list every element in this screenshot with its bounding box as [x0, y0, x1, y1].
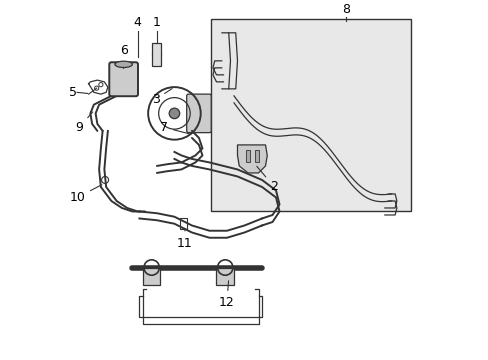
FancyBboxPatch shape — [109, 62, 138, 96]
Text: 7: 7 — [160, 121, 189, 134]
Circle shape — [169, 108, 179, 119]
Text: 2: 2 — [256, 166, 278, 193]
Text: 5: 5 — [69, 86, 77, 99]
Polygon shape — [237, 145, 267, 173]
Ellipse shape — [115, 61, 132, 67]
Text: 9: 9 — [75, 112, 93, 134]
Text: 3: 3 — [151, 89, 172, 106]
Text: 4: 4 — [133, 16, 142, 29]
Bar — [151, 43, 161, 66]
Bar — [254, 150, 259, 162]
Text: 11: 11 — [177, 228, 192, 249]
Text: 8: 8 — [342, 3, 349, 16]
Text: 12: 12 — [219, 281, 234, 309]
Bar — [246, 150, 250, 162]
Text: 10: 10 — [69, 185, 102, 204]
Bar — [179, 218, 187, 229]
Bar — [216, 267, 234, 285]
Text: 6: 6 — [120, 44, 127, 68]
Bar — [211, 19, 410, 211]
FancyBboxPatch shape — [186, 94, 211, 132]
Text: 1: 1 — [152, 16, 160, 29]
Bar — [142, 267, 160, 285]
